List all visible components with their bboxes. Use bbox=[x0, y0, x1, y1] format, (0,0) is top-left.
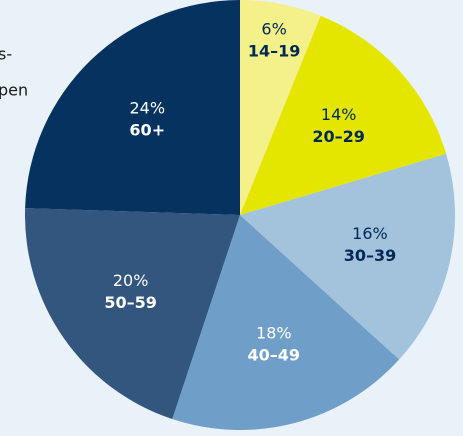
slice-percent: 20% bbox=[113, 271, 149, 290]
slice-label: 20–29 bbox=[312, 127, 365, 146]
slice-label: 60+ bbox=[129, 121, 165, 140]
pie-slice bbox=[240, 15, 447, 216]
slice-label: 30–39 bbox=[344, 246, 397, 265]
pie-slice bbox=[172, 215, 400, 431]
slice-label: 50–59 bbox=[104, 293, 157, 312]
slice-percent: 24% bbox=[129, 99, 165, 118]
pie-slice bbox=[240, 153, 455, 360]
slice-label: 40–49 bbox=[248, 345, 301, 364]
title-line: s- bbox=[0, 45, 12, 64]
pie-slice bbox=[24, 208, 241, 420]
pie-slice bbox=[240, 0, 321, 215]
slice-label: 14–19 bbox=[248, 41, 301, 60]
pie-slice bbox=[25, 0, 241, 215]
slice-percent: 16% bbox=[352, 224, 388, 243]
slice-percent: 18% bbox=[256, 323, 292, 342]
slice-percent: 6% bbox=[261, 19, 286, 38]
slice-percent: 14% bbox=[321, 105, 357, 124]
title-line: pen bbox=[0, 81, 28, 100]
